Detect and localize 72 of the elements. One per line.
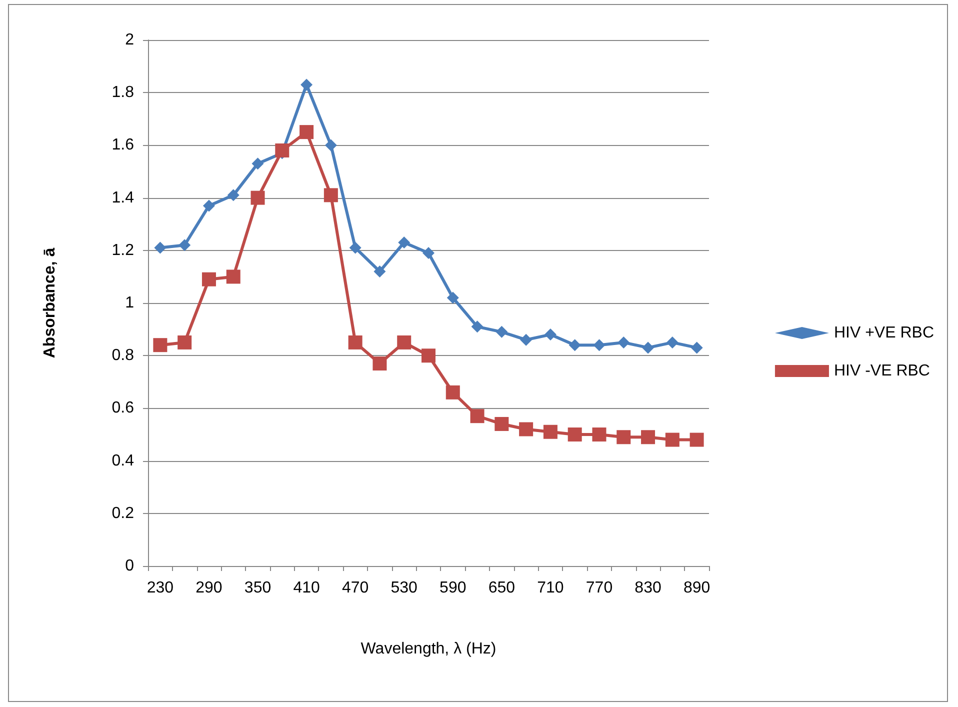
point <box>568 339 581 352</box>
point <box>592 428 606 442</box>
x-tick-label: 530 <box>390 580 418 596</box>
point <box>398 236 410 249</box>
point <box>422 348 436 363</box>
point <box>349 242 362 254</box>
y-tick-label: 1.2 <box>112 242 134 259</box>
point <box>275 143 290 158</box>
point <box>374 265 386 278</box>
point <box>250 190 265 205</box>
point <box>202 272 216 286</box>
x-tick-label: 710 <box>537 580 564 596</box>
x-tick-label: 410 <box>293 580 320 596</box>
y-tick-label: 1 <box>125 294 134 312</box>
point <box>471 320 484 333</box>
point <box>372 356 387 370</box>
point <box>397 335 412 350</box>
legend-label: HIV +VE RBC <box>834 324 934 342</box>
point <box>666 336 678 348</box>
y-tick-label: 1.8 <box>112 84 134 102</box>
y-tick-label: 1.6 <box>112 136 134 154</box>
y-tick-label: 0.2 <box>112 504 134 522</box>
point <box>153 338 168 352</box>
point <box>520 334 532 346</box>
point <box>348 335 362 350</box>
y-tick-label: 0.4 <box>112 452 134 470</box>
point <box>324 188 338 202</box>
x-tick-label: 770 <box>586 580 613 596</box>
x-tick-label: 590 <box>440 580 466 596</box>
point <box>543 424 558 439</box>
legend-label: HIV -VE RBC <box>834 362 930 380</box>
point <box>690 432 704 447</box>
x-tick-label: 290 <box>196 580 222 596</box>
x-tick-label: 350 <box>244 580 272 596</box>
point <box>616 430 631 444</box>
y-tick-label: 0 <box>125 558 134 574</box>
point <box>252 158 264 170</box>
x-tick-label: 470 <box>342 580 369 596</box>
x-tick-label: 830 <box>634 580 662 596</box>
point <box>618 336 630 348</box>
point <box>446 292 459 304</box>
point <box>470 409 484 424</box>
point <box>300 125 314 140</box>
y-axis-title: Absorbance, ā <box>42 248 58 358</box>
y-tick-label: 0.6 <box>112 400 134 417</box>
point <box>178 239 191 252</box>
point <box>642 342 654 354</box>
y-tick-label: 2 <box>125 32 134 48</box>
point <box>593 339 606 352</box>
point <box>178 335 192 350</box>
point <box>690 342 703 354</box>
point <box>641 430 656 444</box>
point <box>496 326 508 338</box>
point <box>227 189 240 202</box>
x-axis-title: Wavelength, λ (Hz) <box>360 640 496 658</box>
x-tick-label: 890 <box>683 580 710 596</box>
point <box>422 247 434 260</box>
x-tick-label: 230 <box>146 580 174 596</box>
y-tick-label: 0.8 <box>112 347 134 364</box>
point <box>665 432 680 447</box>
point <box>324 139 337 152</box>
point <box>446 385 460 400</box>
point <box>568 428 582 442</box>
y-tick-label: 1.4 <box>112 189 134 206</box>
point <box>300 78 313 91</box>
point <box>202 200 215 212</box>
point <box>154 242 166 254</box>
point <box>494 416 509 431</box>
x-tick-label: 650 <box>488 580 516 596</box>
point <box>519 422 534 436</box>
point <box>544 328 556 341</box>
point <box>226 270 240 284</box>
